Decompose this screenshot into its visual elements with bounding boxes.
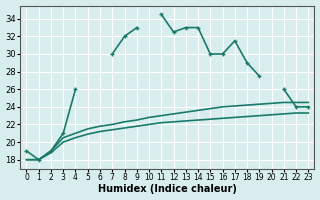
- X-axis label: Humidex (Indice chaleur): Humidex (Indice chaleur): [98, 184, 237, 194]
